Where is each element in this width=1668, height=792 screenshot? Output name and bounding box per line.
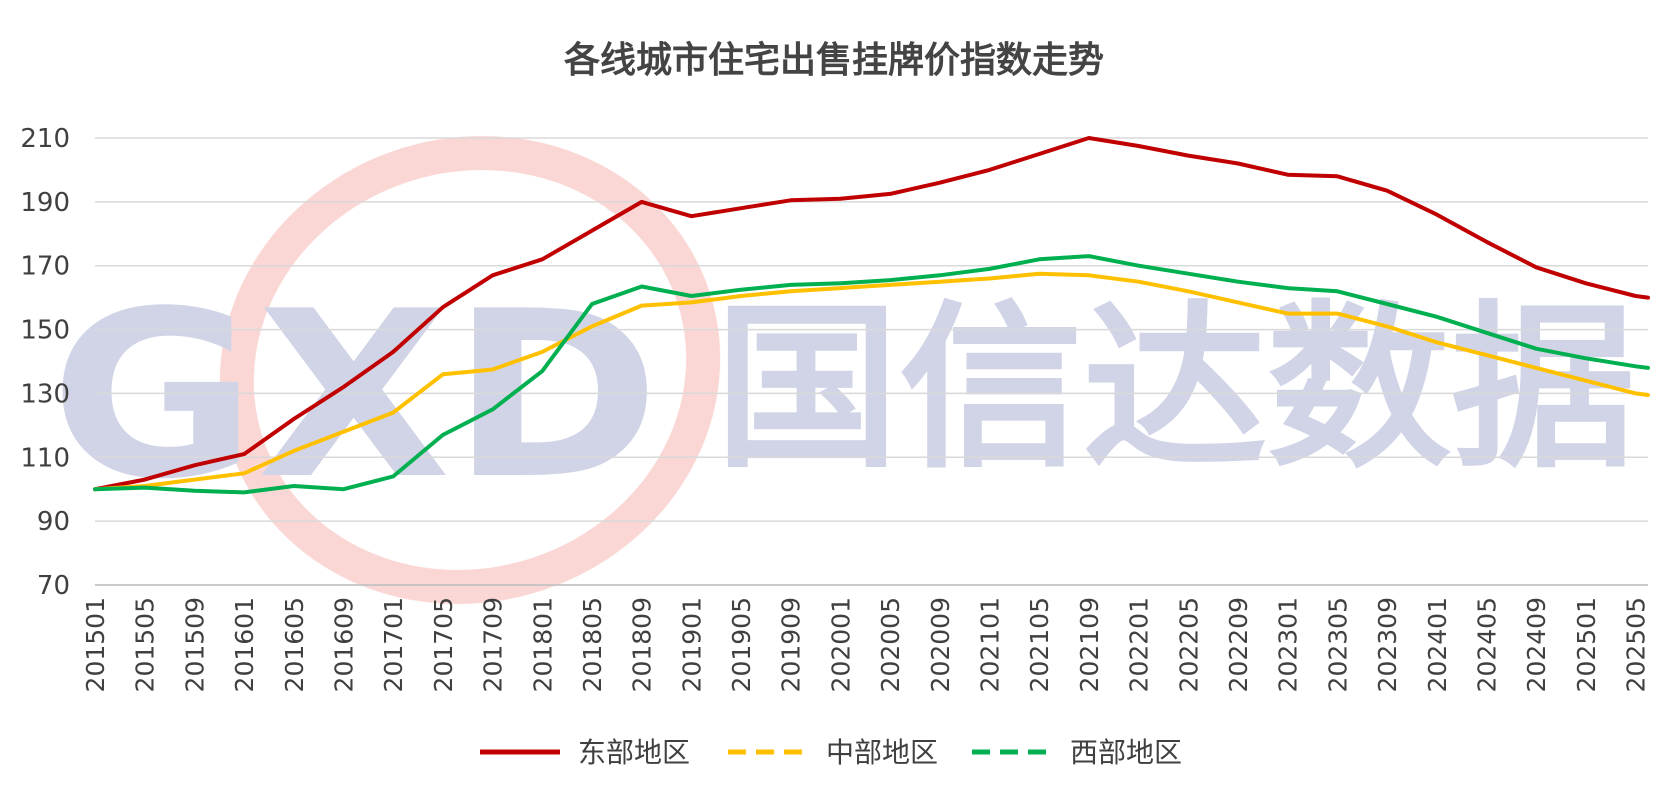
x-tick-label: 201901 <box>677 597 706 692</box>
x-tick-label: 201905 <box>727 597 756 692</box>
x-tick-label: 201601 <box>230 597 259 692</box>
y-tick-label: 210 <box>20 124 70 154</box>
x-tick-label: 202401 <box>1423 597 1452 692</box>
legend: 东部地区 中部地区 西部地区 <box>480 736 1182 769</box>
x-tick-label: 201801 <box>528 597 557 692</box>
watermark-logo: GXD <box>50 263 660 530</box>
legend-label: 西部地区 <box>1070 736 1182 769</box>
x-tick-label: 201709 <box>479 597 508 692</box>
x-tick-label: 202209 <box>1224 597 1253 692</box>
x-tick-label: 202501 <box>1572 597 1601 692</box>
legend-label: 东部地区 <box>578 736 690 769</box>
x-tick-label: 201501 <box>81 597 110 692</box>
chart-title: 各线城市住宅出售挂牌价指数走势 <box>564 39 1104 81</box>
x-tick-label: 202205 <box>1174 597 1203 692</box>
y-axis-ticks: 70 90 110 130 150 170 190 210 <box>20 124 70 601</box>
x-tick-label: 201809 <box>628 597 657 692</box>
x-tick-label: 202405 <box>1472 597 1501 692</box>
x-tick-label: 202409 <box>1522 597 1551 692</box>
x-tick-label: 201609 <box>329 597 358 692</box>
x-tick-label: 201505 <box>131 597 160 692</box>
watermark: GXD 国信达数据 <box>50 136 1635 604</box>
x-tick-label: 201805 <box>578 597 607 692</box>
x-tick-label: 202009 <box>926 597 955 692</box>
y-tick-label: 70 <box>37 571 70 601</box>
legend-label: 中部地区 <box>826 736 938 769</box>
y-tick-label: 170 <box>20 252 70 282</box>
gridlines <box>95 137 1648 586</box>
x-tick-label: 201909 <box>777 597 806 692</box>
x-tick-label: 202101 <box>976 597 1005 692</box>
x-tick-label: 202505 <box>1622 597 1651 692</box>
y-tick-label: 130 <box>20 379 70 409</box>
x-tick-label: 201605 <box>280 597 309 692</box>
x-tick-label: 202309 <box>1373 597 1402 692</box>
x-tick-label: 202305 <box>1323 597 1352 692</box>
x-tick-label: 201701 <box>379 597 408 692</box>
x-axis-ticks: 201501 201505 201509 201601 201605 201609 2017… <box>81 597 1651 692</box>
y-tick-label: 190 <box>20 188 70 218</box>
x-tick-label: 201509 <box>180 597 209 692</box>
x-tick-label: 202109 <box>1075 597 1104 692</box>
x-tick-label: 202201 <box>1125 597 1154 692</box>
series-lines <box>93 136 1650 495</box>
x-tick-label: 202001 <box>826 597 855 692</box>
watermark-brand: 国信达数据 <box>715 285 1635 492</box>
x-tick-label: 202105 <box>1025 597 1054 692</box>
y-tick-label: 110 <box>20 443 70 473</box>
x-tick-label: 202301 <box>1274 597 1303 692</box>
y-tick-label: 150 <box>20 316 70 346</box>
x-tick-label: 201705 <box>429 597 458 692</box>
x-tick-label: 202005 <box>876 597 905 692</box>
y-tick-label: 90 <box>37 507 70 537</box>
